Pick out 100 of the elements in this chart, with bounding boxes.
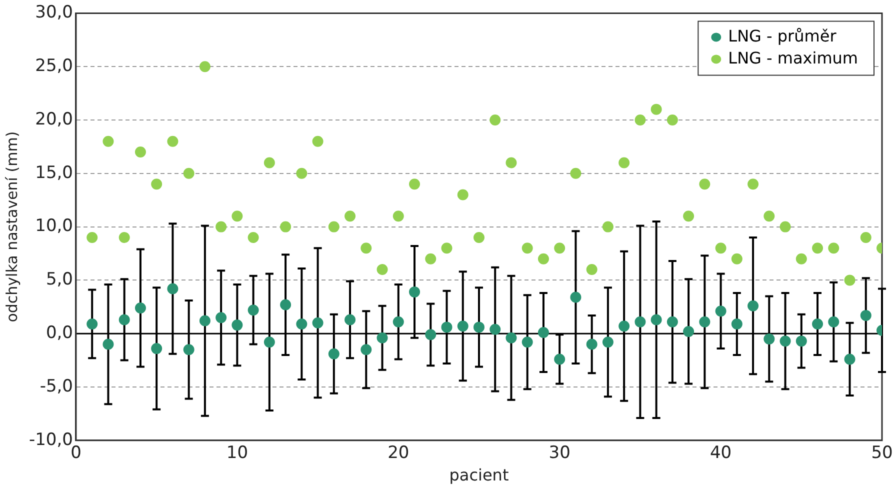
point [296,168,308,179]
point [264,336,275,348]
point [441,242,452,254]
point [312,136,324,147]
point [860,310,872,321]
point [650,104,662,115]
point [699,178,710,190]
y-tick-label: 25,0 [35,56,73,76]
point [570,168,582,179]
point [441,322,452,333]
point [731,253,742,264]
point [409,286,420,298]
point [344,314,356,326]
point [764,333,775,344]
point [618,157,630,168]
point [232,320,243,331]
point [538,253,549,264]
point [167,136,178,147]
point [473,322,484,333]
point [860,232,872,243]
point [376,332,388,344]
point [328,221,340,232]
point [376,264,388,276]
point [666,114,678,126]
point [425,329,436,340]
point [425,253,436,264]
point [167,283,178,294]
point [522,336,533,348]
point [828,242,840,254]
x-tick-label: 50 [871,443,893,464]
point [264,157,275,168]
point [134,302,146,314]
point [522,242,533,254]
x-tick-label: 0 [70,443,82,464]
point [248,232,259,243]
point [216,221,227,232]
y-tick-label: 5,0 [46,270,73,290]
point [666,316,678,328]
point [634,114,646,126]
legend-label: LNG - maximum [728,48,858,68]
y-tick-label: -10,0 [28,430,73,450]
point [151,178,162,190]
point [118,314,130,326]
point [457,320,468,332]
point [586,338,598,350]
point [86,232,98,243]
y-axis-title: odchylka nastavení (mm) [2,131,21,322]
point [780,221,791,232]
point [554,354,566,365]
point [602,221,614,232]
point [796,336,807,347]
point [490,324,501,335]
point [715,242,726,254]
point [570,292,582,303]
point [844,274,856,286]
point [344,210,356,222]
point [796,253,807,264]
point [538,327,549,338]
point [392,210,404,222]
point [102,338,114,350]
y-tick-label: 30,0 [35,2,73,23]
point [151,343,162,354]
point [650,314,662,326]
point [731,318,742,330]
point [828,316,840,328]
point [102,136,114,147]
y-tick-label: -5,0 [40,376,73,396]
point [683,326,694,337]
point [715,306,726,317]
x-tick-label: 30 [548,443,570,464]
point [248,304,259,316]
point [506,157,517,168]
point [764,210,775,222]
point [780,336,791,347]
point [473,232,484,243]
point [490,114,501,126]
point [199,315,210,326]
point [232,210,243,222]
y-tick-label: 10,0 [35,216,73,236]
point [118,232,130,243]
point [134,146,146,158]
point [554,242,566,254]
point [748,178,759,190]
point [280,221,292,232]
y-tick-label: 15,0 [35,162,73,183]
point [506,332,517,344]
point [360,344,372,356]
point [296,318,308,330]
point [199,61,210,72]
point [409,178,420,190]
point [586,264,598,276]
point [86,318,98,330]
point [812,318,824,330]
point [748,300,759,312]
point [683,210,694,222]
point [844,354,856,365]
x-axis-title: pacient [449,466,509,485]
point [618,320,630,332]
point [216,312,227,324]
point [392,316,404,328]
